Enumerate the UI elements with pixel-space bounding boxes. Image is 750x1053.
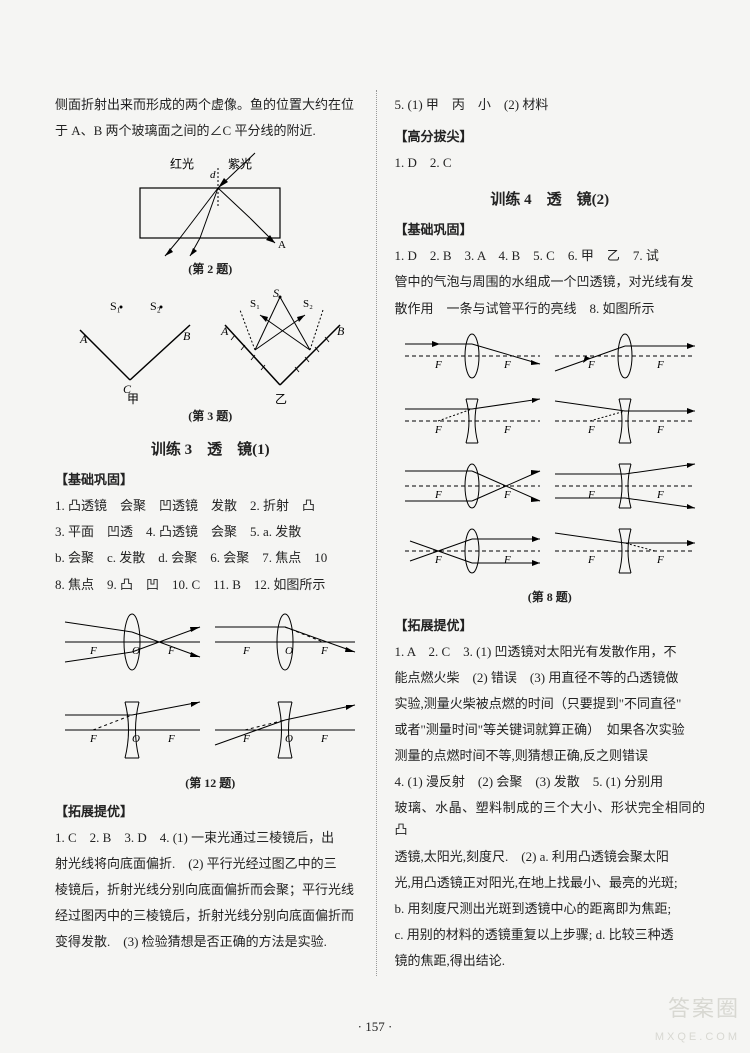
- svg-text:S: S: [273, 286, 279, 300]
- ext-heading: 【拓展提优】: [55, 801, 366, 823]
- svg-text:S₂: S₂: [303, 298, 313, 310]
- figure-12: F O F F O F: [55, 602, 366, 772]
- label-purple: 紫光: [228, 157, 252, 171]
- svg-text:O: O: [132, 733, 140, 745]
- svg-text:A: A: [220, 324, 229, 338]
- svg-text:乙: 乙: [275, 392, 287, 405]
- svg-text:A: A: [79, 332, 88, 346]
- answer-line: 射光线将向底面偏折. (2) 平行光经过图乙中的三: [55, 853, 366, 875]
- watermark-text: 答案圈: [668, 996, 740, 1021]
- answer-line: 透镜,太阳光,刻度尺. (2) a. 利用凸透镜会聚太阳: [395, 846, 706, 868]
- answer-line: 棱镜后，折射光线分别向底面偏折而会聚；平行光线: [55, 879, 366, 901]
- svg-text:F: F: [587, 424, 595, 436]
- svg-text:S₂: S₂: [150, 299, 161, 313]
- answer-line: 光,用凸透镜正对阳光,在地上找最小、最亮的光斑;: [395, 872, 706, 894]
- svg-text:F: F: [656, 489, 664, 501]
- watermark: 答案圈 MXQE.COM: [655, 997, 740, 1045]
- svg-text:F: F: [587, 554, 595, 566]
- svg-text:F: F: [656, 359, 664, 371]
- figure-3: S₁ S₂ A B C 甲 S S₁ S₂: [55, 285, 366, 405]
- svg-text:F: F: [89, 645, 97, 657]
- svg-text:F: F: [587, 489, 595, 501]
- svg-text:F: F: [587, 359, 595, 371]
- svg-text:F: F: [434, 554, 442, 566]
- svg-text:B: B: [337, 324, 345, 338]
- answer-line: 1. D 2. B 3. A 4. B 5. C 6. 甲 乙 7. 试: [395, 245, 706, 267]
- answer-line: c. 用别的材料的透镜重复以上步骤; d. 比较三种透: [395, 924, 706, 946]
- svg-text:O: O: [285, 645, 293, 657]
- svg-text:F: F: [656, 424, 664, 436]
- figure-12-caption: (第 12 题): [55, 774, 366, 791]
- figure-2-caption: (第 2 题): [55, 260, 366, 277]
- basic-heading: 【基础巩固】: [55, 469, 366, 491]
- answer-line: 变得发散. (3) 检验猜想是否正确的方法是实验.: [55, 931, 366, 953]
- answer-line: 5. (1) 甲 丙 小 (2) 材料: [395, 94, 706, 116]
- two-column-layout: 侧面折射出来而形成的两个虚像。鱼的位置大约在位 于 A、B 两个玻璃面之间的∠C…: [55, 90, 705, 976]
- answer-line: 管中的气泡与周围的水组成一个凹透镜，对光线有发: [395, 271, 706, 293]
- page-number: · 157 ·: [0, 1019, 750, 1035]
- svg-text:F: F: [434, 489, 442, 501]
- svg-text:F: F: [434, 359, 442, 371]
- answer-line: 实验,测量火柴被点燃的时间（只要提到"不同直径": [395, 693, 706, 715]
- figure-8: F F F F: [395, 326, 706, 586]
- svg-text:F: F: [656, 554, 664, 566]
- answer-line: 8. 焦点 9. 凸 凹 10. C 11. B 12. 如图所示: [55, 574, 366, 596]
- answer-line: b. 会聚 c. 发散 d. 会聚 6. 会聚 7. 焦点 10: [55, 547, 366, 569]
- label-d: d: [210, 169, 216, 181]
- training4-title: 训练 4 透 镜(2): [395, 188, 706, 209]
- svg-text:A: A: [278, 239, 286, 251]
- ext-heading: 【拓展提优】: [395, 615, 706, 637]
- answer-line: 1. A 2. C 3. (1) 凹透镜对太阳光有发散作用，不: [395, 641, 706, 663]
- answer-line: 测量的点燃时间不等,则猜想正确,反之则错误: [395, 745, 706, 767]
- figure-2: 红光 d 紫光 A: [55, 148, 366, 258]
- answer-line: 1. C 2. B 3. D 4. (1) 一束光通过三棱镜后，出: [55, 827, 366, 849]
- answer-line: 或者"测量时间"等关键词就算正确） 如果各次实验: [395, 719, 706, 741]
- svg-text:O: O: [285, 733, 293, 745]
- svg-text:B: B: [183, 329, 191, 343]
- answer-line: 4. (1) 漫反射 (2) 会聚 (3) 发散 5. (1) 分别用: [395, 771, 706, 793]
- answer-line: 散作用 一条与试管平行的亮线 8. 如图所示: [395, 298, 706, 320]
- intro-text: 于 A、B 两个玻璃面之间的∠C 平分线的附近.: [55, 120, 366, 142]
- svg-text:F: F: [503, 554, 511, 566]
- watermark-sub: MXQE.COM: [655, 1031, 740, 1043]
- svg-text:F: F: [503, 489, 511, 501]
- svg-text:F: F: [242, 645, 250, 657]
- svg-text:S₁: S₁: [250, 298, 260, 310]
- svg-text:F: F: [320, 645, 328, 657]
- answer-line: 玻璃、水晶、塑料制成的三个大小、形状完全相同的凸: [395, 797, 706, 841]
- svg-text:F: F: [503, 424, 511, 436]
- svg-text:S₁: S₁: [110, 299, 121, 313]
- svg-text:F: F: [320, 733, 328, 745]
- answer-line: 经过图丙中的三棱镜后，折射光线分别向底面偏折而: [55, 905, 366, 927]
- answer-line: b. 用刻度尺测出光斑到透镜中心的距离即为焦距;: [395, 898, 706, 920]
- training3-title: 训练 3 透 镜(1): [55, 438, 366, 459]
- answer-line: 能点燃火柴 (2) 错误 (3) 用直径不等的凸透镜做: [395, 667, 706, 689]
- answer-line: 1. D 2. C: [395, 152, 706, 174]
- svg-text:F: F: [503, 359, 511, 371]
- svg-text:F: F: [167, 733, 175, 745]
- left-column: 侧面折射出来而形成的两个虚像。鱼的位置大约在位 于 A、B 两个玻璃面之间的∠C…: [55, 90, 377, 976]
- figure-8-caption: (第 8 题): [395, 588, 706, 605]
- intro-text: 侧面折射出来而形成的两个虚像。鱼的位置大约在位: [55, 94, 366, 116]
- figure-3-caption: (第 3 题): [55, 407, 366, 424]
- svg-text:F: F: [434, 424, 442, 436]
- label-red: 红光: [170, 156, 194, 171]
- answer-line: 1. 凸透镜 会聚 凹透镜 发散 2. 折射 凸: [55, 495, 366, 517]
- svg-text:F: F: [89, 733, 97, 745]
- svg-text:甲: 甲: [127, 392, 139, 405]
- right-column: 5. (1) 甲 丙 小 (2) 材料 【高分拔尖】 1. D 2. C 训练 …: [389, 90, 706, 976]
- answer-line: 3. 平面 凹透 4. 凸透镜 会聚 5. a. 发散: [55, 521, 366, 543]
- section-heading: 【高分拔尖】: [395, 126, 706, 148]
- answer-line: 镜的焦距,得出结论.: [395, 950, 706, 972]
- basic-heading: 【基础巩固】: [395, 219, 706, 241]
